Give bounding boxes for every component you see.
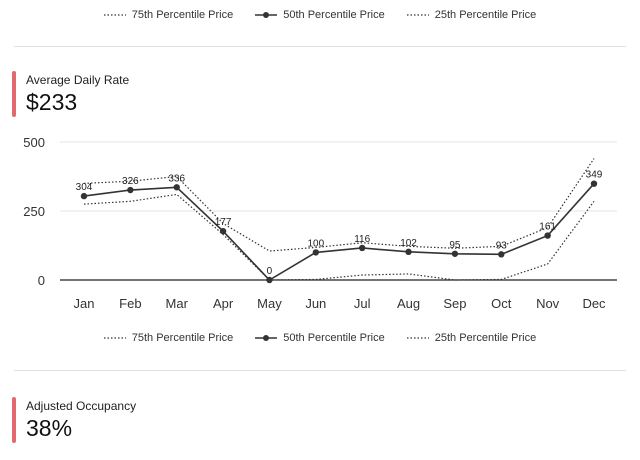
data-point bbox=[544, 232, 551, 239]
legend-label-25th: 25th Percentile Price bbox=[434, 332, 537, 344]
data-label: 0 bbox=[267, 266, 273, 277]
data-point bbox=[358, 244, 366, 252]
y-tick-label: 250 bbox=[23, 204, 45, 219]
data-point bbox=[173, 184, 180, 191]
x-tick-label: Apr bbox=[213, 296, 234, 311]
data-point bbox=[80, 192, 88, 200]
x-tick-label: Jan bbox=[74, 296, 95, 311]
adr-value: $233 bbox=[26, 89, 78, 115]
data-label: 161 bbox=[539, 222, 556, 233]
legend-top: 75th Percentile Price 50th Percentile Pr… bbox=[0, 6, 640, 24]
data-point bbox=[590, 180, 598, 187]
legend-label-25th: 25th Percentile Price bbox=[434, 9, 537, 21]
data-label: 116 bbox=[354, 234, 370, 245]
legend-item-75th[interactable]: 75th Percentile Price bbox=[103, 332, 234, 344]
series-line-75th bbox=[83, 158, 595, 252]
legend-item-25th[interactable]: 25th Percentile Price bbox=[406, 9, 537, 21]
accent-bar bbox=[12, 71, 16, 117]
divider-top bbox=[14, 46, 626, 47]
occupancy-label: Adjusted Occupancy bbox=[26, 399, 137, 413]
data-label: 93 bbox=[496, 240, 508, 251]
adr-line-chart: 0 250 500 Jan Feb Mar Apr May Jun Jul Aug Sep Oct Nov… bbox=[23, 135, 617, 311]
solid-line-marker-icon bbox=[255, 335, 278, 341]
dotted-line-icon bbox=[406, 14, 429, 16]
x-tick-label: Mar bbox=[166, 296, 189, 311]
data-point bbox=[219, 227, 227, 235]
data-label: 349 bbox=[586, 170, 603, 181]
x-tick-label: May bbox=[257, 296, 282, 311]
divider-bottom bbox=[14, 370, 626, 371]
x-tick-label: Aug bbox=[397, 296, 420, 311]
data-label: 95 bbox=[449, 240, 461, 251]
data-point bbox=[266, 276, 273, 284]
dotted-line-icon bbox=[103, 337, 126, 339]
data-label: 100 bbox=[307, 238, 324, 249]
dotted-line-icon bbox=[103, 14, 126, 16]
x-tick-label: Feb bbox=[119, 296, 141, 311]
data-point bbox=[405, 248, 412, 256]
data-point bbox=[312, 249, 320, 256]
x-tick-label: Jul bbox=[354, 296, 371, 311]
legend-item-50th[interactable]: 50th Percentile Price bbox=[255, 332, 385, 344]
x-tick-label: Sep bbox=[443, 296, 466, 311]
adr-label: Average Daily Rate bbox=[26, 73, 130, 87]
legend-bottom: 75th Percentile Price 50th Percentile Pr… bbox=[0, 329, 640, 347]
series-line-25th bbox=[83, 193, 595, 281]
series-line-50th bbox=[83, 183, 595, 282]
legend-label-50th: 50th Percentile Price bbox=[283, 9, 385, 21]
occupancy-value: 38% bbox=[26, 415, 73, 441]
data-point bbox=[451, 250, 459, 257]
data-point bbox=[498, 251, 505, 258]
x-tick-label: Nov bbox=[536, 296, 560, 311]
legend-label-50th: 50th Percentile Price bbox=[283, 332, 385, 344]
legend-label-75th: 75th Percentile Price bbox=[131, 332, 234, 344]
data-label: 102 bbox=[400, 238, 417, 249]
data-point bbox=[127, 186, 134, 194]
accent-bar bbox=[12, 397, 16, 443]
y-tick-label: 500 bbox=[23, 135, 45, 150]
x-tick-label: Oct bbox=[491, 296, 512, 311]
dotted-line-icon bbox=[406, 337, 429, 339]
legend-item-25th[interactable]: 25th Percentile Price bbox=[406, 332, 537, 344]
legend-item-50th[interactable]: 50th Percentile Price bbox=[255, 9, 385, 21]
x-tick-label: Jun bbox=[305, 296, 326, 311]
data-label: 336 bbox=[168, 173, 185, 184]
data-label: 304 bbox=[76, 182, 93, 193]
solid-line-marker-icon bbox=[255, 12, 278, 18]
legend-item-75th[interactable]: 75th Percentile Price bbox=[103, 9, 234, 21]
y-tick-label: 0 bbox=[38, 273, 45, 288]
x-tick-label: Dec bbox=[582, 296, 606, 311]
legend-label-75th: 75th Percentile Price bbox=[131, 9, 234, 21]
data-label: 326 bbox=[122, 176, 139, 187]
data-label: 177 bbox=[215, 217, 232, 228]
